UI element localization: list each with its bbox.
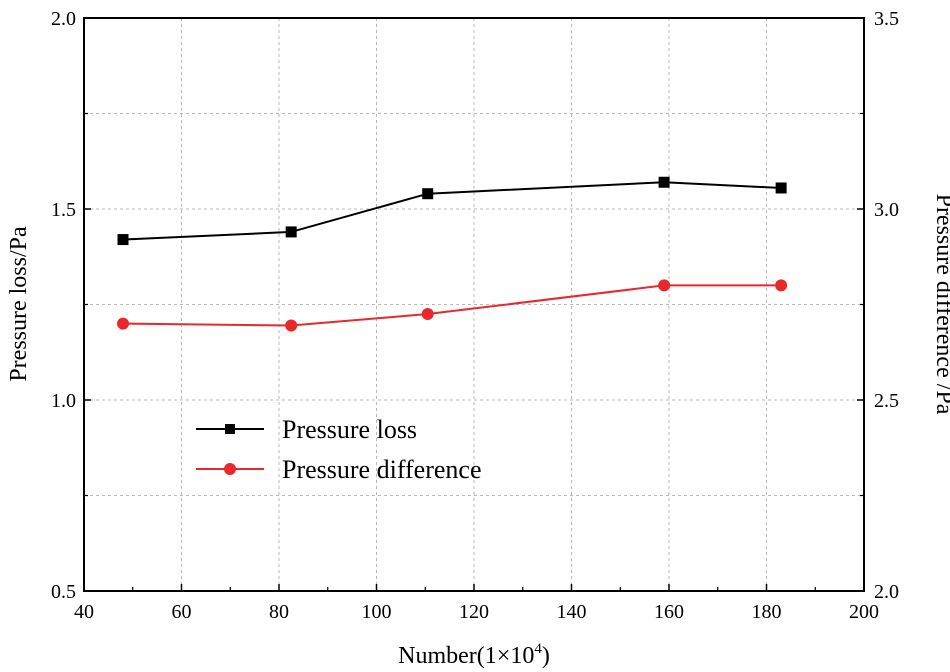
x-axis-title-close: ) [542,643,550,669]
legend: Pressure loss Pressure difference [196,415,481,484]
data-point-pressure-loss [285,226,297,238]
y-axis-right-title: Pressure difference /Pa [931,194,950,415]
x-tick-label: 60 [172,601,192,623]
series [117,176,788,332]
legend-marker-pressure-loss [225,424,235,434]
data-point-pressure-loss [775,182,787,194]
grid [84,18,864,591]
x-tick-label: 140 [557,601,587,623]
y-axis-left-title: Pressure loss/Pa [6,226,32,382]
legend-label-pressure-difference: Pressure difference [282,455,481,484]
x-tick-label: 100 [362,601,392,623]
x-tick-label: 180 [752,601,782,623]
x-tick-label: 40 [74,601,94,623]
y-right-tick-label: 2.0 [874,581,899,603]
y-right-tick-label: 3.5 [874,8,899,30]
ticks: 40 60 80 100 120 140 160 180 200 0.5 1.0 1.5 2.0 2.0 2… [51,8,899,623]
x-tick-label: 120 [459,601,489,623]
y-left-tick-label: 1.0 [51,390,76,412]
x-axis-title: Number(1×104) [398,641,550,669]
data-point-pressure-loss [658,176,670,188]
data-point-pressure-difference [285,319,298,332]
data-point-pressure-loss [422,188,434,200]
data-point-pressure-difference [658,279,671,292]
y-left-tick-label: 2.0 [51,8,76,30]
series-line-pressure-loss [122,181,782,241]
x-tick-label: 160 [654,601,684,623]
legend-label-pressure-loss: Pressure loss [282,415,417,444]
legend-marker-pressure-difference [224,463,236,475]
x-axis-title-main: Number(1×10 [398,643,534,669]
y-left-tick-label: 1.5 [51,199,76,221]
series-line-pressure-difference [122,284,782,327]
data-point-pressure-difference [421,308,434,321]
x-tick-label: 200 [849,601,879,623]
data-point-pressure-loss [117,234,129,246]
x-tick-label: 80 [269,601,289,623]
y-left-tick-label: 0.5 [51,581,76,603]
y-right-tick-label: 3.0 [874,199,899,221]
y-right-tick-label: 2.5 [874,390,899,412]
data-point-pressure-difference [775,279,788,292]
data-point-pressure-difference [117,317,129,330]
x-axis-title-exponent: 4 [534,641,542,657]
